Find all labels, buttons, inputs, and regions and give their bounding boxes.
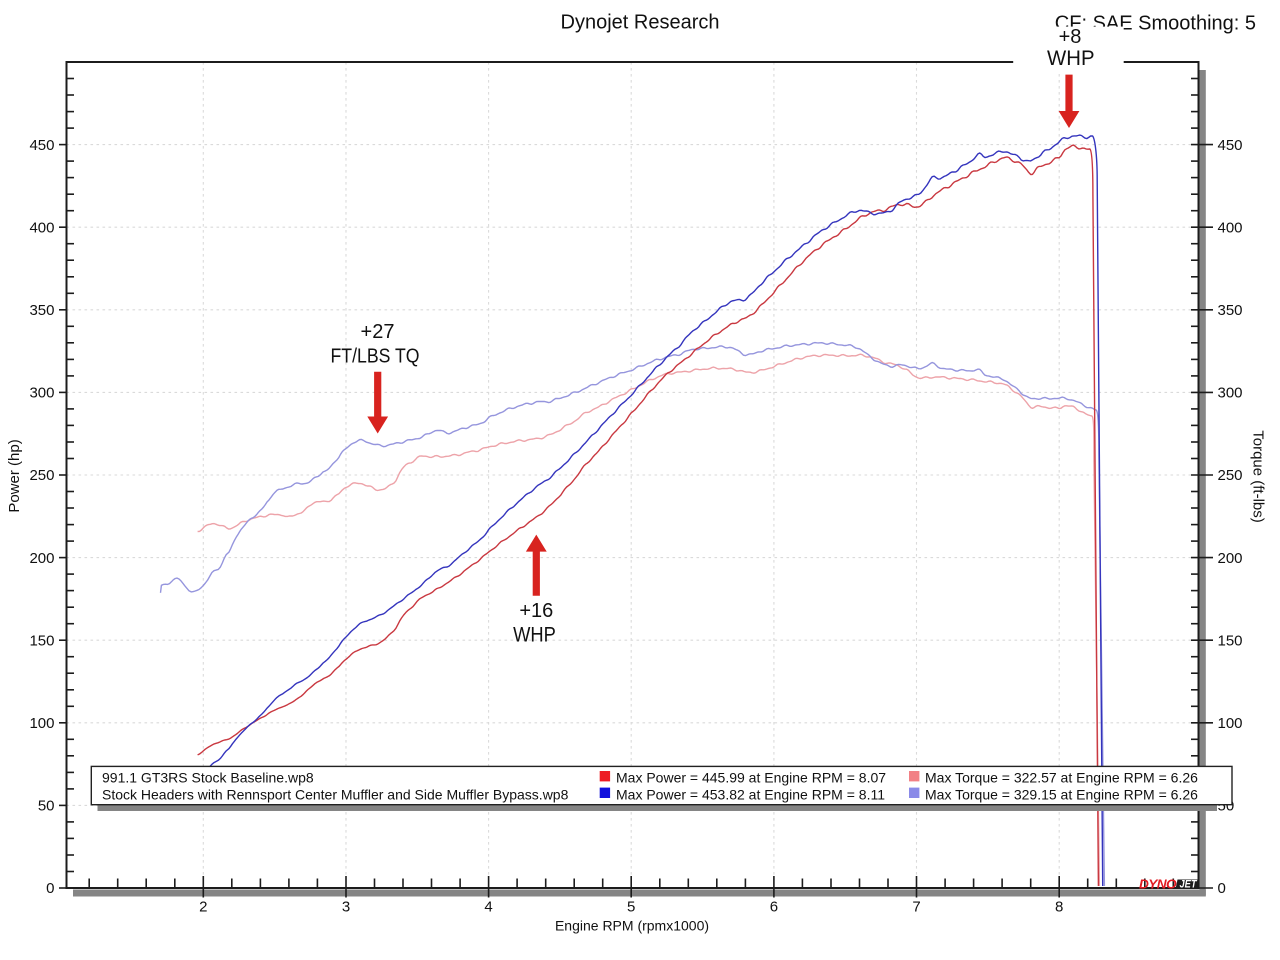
svg-text:400: 400 [29, 219, 54, 236]
svg-text:350: 350 [1218, 302, 1243, 319]
svg-text:Max Torque = 322.57 at Engine: Max Torque = 322.57 at Engine RPM = 6.26 [925, 770, 1198, 786]
svg-text:Engine RPM (rpmx1000): Engine RPM (rpmx1000) [555, 918, 709, 934]
svg-text:Torque (ft-lbs): Torque (ft-lbs) [1250, 430, 1267, 523]
svg-text:3: 3 [342, 899, 350, 916]
svg-text:JET: JET [1180, 879, 1198, 891]
svg-text:100: 100 [29, 715, 54, 732]
svg-text:WHP: WHP [1047, 47, 1095, 70]
svg-text:100: 100 [1218, 715, 1243, 732]
svg-text:50: 50 [38, 798, 55, 815]
svg-text:Power (hp): Power (hp) [6, 439, 23, 512]
svg-text:WHP: WHP [513, 624, 556, 647]
svg-text:300: 300 [1218, 385, 1243, 402]
svg-text:6: 6 [770, 899, 778, 916]
svg-text:250: 250 [29, 467, 54, 484]
svg-text:DYNO: DYNO [1139, 877, 1177, 892]
svg-text:+27: +27 [361, 321, 395, 343]
svg-text:250: 250 [1218, 467, 1243, 484]
svg-text:Max Power = 445.99 at Engine R: Max Power = 445.99 at Engine RPM = 8.07 [616, 770, 886, 786]
svg-text:450: 450 [29, 137, 54, 154]
svg-text:Stock Headers with Rennsport C: Stock Headers with Rennsport Center Muff… [102, 787, 569, 803]
svg-text:991.1 GT3RS Stock Baseline.wp8: 991.1 GT3RS Stock Baseline.wp8 [102, 770, 314, 786]
svg-text:350: 350 [29, 302, 54, 319]
svg-text:450: 450 [1218, 137, 1243, 154]
svg-text:4: 4 [484, 899, 492, 916]
svg-text:+8: +8 [1059, 26, 1082, 48]
svg-text:200: 200 [1218, 550, 1243, 567]
svg-text:Max Torque = 329.15 at Engine: Max Torque = 329.15 at Engine RPM = 6.26 [925, 787, 1198, 803]
svg-text:0: 0 [1218, 880, 1226, 897]
svg-text:150: 150 [29, 632, 54, 649]
svg-text:2: 2 [199, 899, 207, 916]
svg-text:Dynojet Research: Dynojet Research [561, 12, 720, 34]
svg-text:5: 5 [627, 899, 635, 916]
svg-text:200: 200 [29, 550, 54, 567]
svg-text:Max Power = 453.82 at Engine R: Max Power = 453.82 at Engine RPM = 8.11 [616, 787, 885, 803]
svg-text:8: 8 [1055, 899, 1063, 916]
svg-text:FT/LBS TQ: FT/LBS TQ [331, 346, 420, 368]
svg-text:150: 150 [1218, 632, 1243, 649]
svg-text:+16: +16 [519, 600, 553, 622]
svg-text:0: 0 [46, 880, 54, 897]
svg-text:400: 400 [1218, 219, 1243, 236]
svg-text:7: 7 [912, 899, 920, 916]
svg-text:300: 300 [29, 385, 54, 402]
